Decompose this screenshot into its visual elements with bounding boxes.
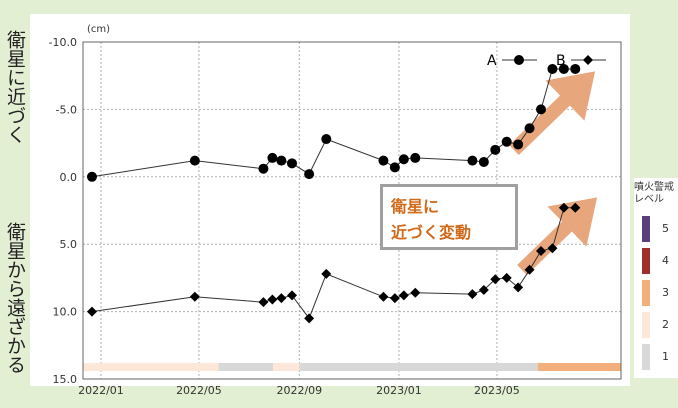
alert-level-segment [83, 363, 219, 371]
series-b-point [490, 274, 501, 285]
series-a-point [398, 154, 409, 165]
plot-frame [82, 41, 622, 380]
alert-level-4: 4 [640, 248, 678, 274]
alert-level-5: 5 [640, 216, 678, 242]
legend-a-marker [514, 55, 524, 65]
series-a-point [570, 63, 581, 74]
series-a-point [86, 171, 97, 182]
series-a-point [258, 163, 269, 174]
y-tick-label: 0.0 [60, 171, 78, 184]
x-tick-label: 2022/09 [276, 384, 322, 397]
alert-level-segment [273, 363, 300, 371]
alert-level-1: 1 [640, 344, 678, 370]
callout-line-2: 近づく変動 [391, 223, 472, 242]
alert-level-2-label: 2 [662, 318, 669, 331]
y-tick-label: 5.0 [60, 238, 78, 251]
series-b-point [389, 293, 400, 304]
series-b-point [410, 287, 421, 298]
y-tick-label: -10.0 [49, 36, 77, 49]
alert-level-5-label: 5 [662, 222, 669, 235]
alert-level-segment [537, 363, 621, 371]
alert-level-2-swatch [642, 312, 650, 338]
legend-b-marker [583, 55, 593, 65]
alert-level-1-label: 1 [662, 350, 669, 363]
series-b-point [535, 245, 546, 256]
series-b-point [570, 202, 581, 213]
series-b-point [378, 291, 389, 302]
legend-b-label: B [556, 53, 566, 69]
series-b-point [513, 282, 524, 293]
series-b-point [267, 294, 278, 305]
series-b-point [258, 297, 269, 308]
series-a-point [535, 104, 546, 115]
trend-arrow-b [517, 197, 598, 276]
series-a-point [513, 139, 524, 150]
alert-level-segment [299, 363, 538, 371]
series-b-point [398, 290, 409, 301]
series-b-point [276, 293, 287, 304]
series-a-point [410, 152, 421, 163]
series-b-point [304, 313, 315, 324]
series-a-point [558, 63, 569, 74]
series-a-point [189, 155, 200, 166]
series-b-point [467, 289, 478, 300]
series-b-point [501, 272, 512, 283]
y-tick-label: -5.0 [56, 103, 77, 116]
series-b-line [91, 207, 576, 320]
series-a-point [524, 123, 535, 134]
alert-level-segment [218, 363, 274, 371]
series-a-point [478, 156, 489, 167]
series-b-point [86, 306, 97, 317]
series-b-point [547, 243, 558, 254]
trend-arrow-a [509, 71, 596, 156]
callout-line-1: 衛星に [391, 197, 440, 216]
x-tick-label: 2023/05 [474, 384, 520, 397]
alert-level-4-swatch [642, 248, 650, 274]
alert-level-3-label: 3 [662, 286, 669, 299]
series-a-point [547, 63, 558, 74]
series-a-point [286, 158, 297, 169]
series-a-point [467, 155, 478, 166]
series-a-point [267, 152, 278, 163]
series-b-point [189, 291, 200, 302]
y-tick-label: 10.0 [53, 306, 78, 319]
series-b-point [321, 268, 332, 279]
series-a-point [378, 155, 389, 166]
recede-satellite-label: 衛星から遠ざかる [4, 222, 26, 374]
x-tick-label: 2022/01 [78, 384, 124, 397]
series-a-point [501, 136, 512, 147]
x-tick-label: 2022/05 [176, 384, 222, 397]
series-b-point [286, 290, 297, 301]
plot-area [83, 42, 621, 379]
series-b-point [524, 264, 535, 275]
y-tick-label: 15.0 [53, 373, 78, 386]
unit-label: (cm) [87, 24, 110, 35]
movement-callout: 衛星に 近づく変動 [380, 184, 518, 250]
alert-level-3: 3 [640, 280, 678, 306]
series-b-point [478, 285, 489, 296]
series-a-point [389, 162, 400, 173]
x-tick-label: 2023/01 [376, 384, 422, 397]
alert-level-5-swatch [642, 216, 650, 242]
series-a-point [276, 155, 287, 166]
alert-level-legend: 噴火警戒 レベル 5 4 3 2 1 [634, 178, 678, 378]
series-a-point [490, 144, 501, 155]
approach-satellite-label: 衛星に近づく [4, 30, 26, 144]
alert-level-legend-title: 噴火警戒 レベル [634, 182, 674, 205]
series-a-point [304, 169, 315, 180]
legend-a-label: A [487, 53, 497, 69]
series-b-point [558, 202, 569, 213]
series-a-point [321, 134, 332, 145]
alert-level-1-swatch [642, 344, 650, 370]
alert-level-2: 2 [640, 312, 678, 338]
alert-level-4-label: 4 [662, 254, 669, 267]
alert-level-3-swatch [642, 280, 650, 306]
